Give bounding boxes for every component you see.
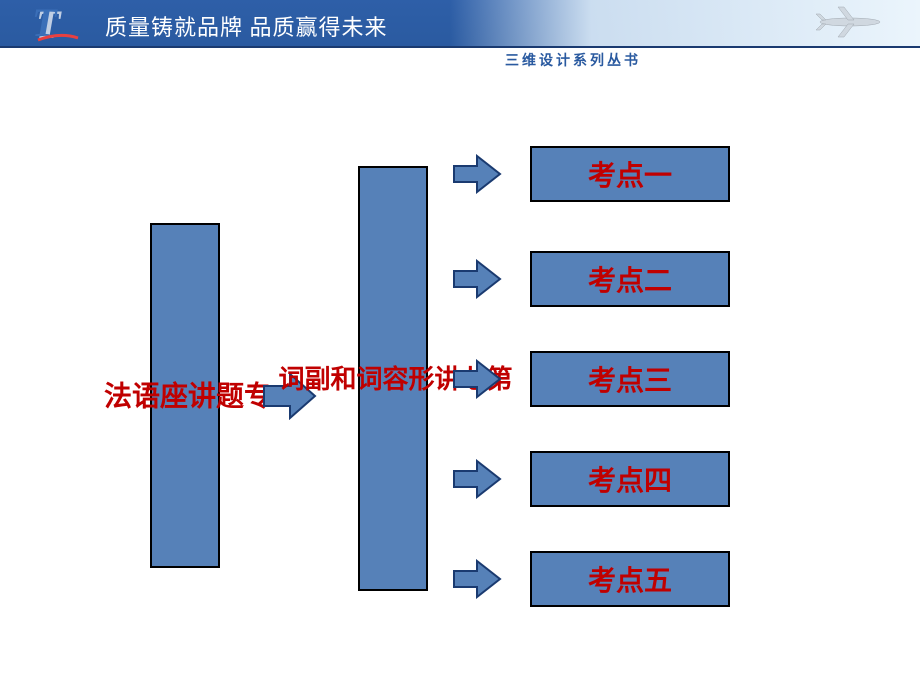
target-label-5: 考点五	[588, 559, 672, 599]
level1-text-part1: 专题讲座	[157, 246, 269, 546]
sky-background	[450, 0, 920, 48]
flowchart-container: 专题讲座 语法 第七讲 形容词和副词 考点一 考点二 考点三 考点四	[0, 48, 920, 690]
target-label-3: 考点三	[588, 359, 672, 399]
arrow-target-3	[452, 359, 502, 399]
target-box-4[interactable]: 考点四	[530, 451, 730, 507]
arrow-target-5	[452, 559, 502, 599]
target-box-1[interactable]: 考点一	[530, 146, 730, 202]
arrow-target-1	[452, 154, 502, 194]
level2-node[interactable]: 第七讲 形容词和副词	[358, 166, 428, 591]
arrow-target-2	[452, 259, 502, 299]
airplane-icon	[810, 2, 890, 42]
header-slogan: 质量铸就品牌 品质赢得未来	[105, 10, 388, 42]
target-box-5[interactable]: 考点五	[530, 551, 730, 607]
level2-text-part2: 形容词和副词	[276, 189, 432, 569]
target-box-2[interactable]: 考点二	[530, 251, 730, 307]
target-label-2: 考点二	[588, 259, 672, 299]
tc-logo: T T	[30, 2, 85, 46]
arrow-target-4	[452, 459, 502, 499]
level1-text-part2: 语法	[101, 246, 157, 546]
target-label-1: 考点一	[588, 154, 672, 194]
target-box-3[interactable]: 考点三	[530, 351, 730, 407]
target-label-4: 考点四	[588, 459, 672, 499]
page-header: T T 质量铸就品牌 品质赢得未来	[0, 0, 920, 48]
level1-node[interactable]: 专题讲座 语法	[150, 223, 220, 568]
